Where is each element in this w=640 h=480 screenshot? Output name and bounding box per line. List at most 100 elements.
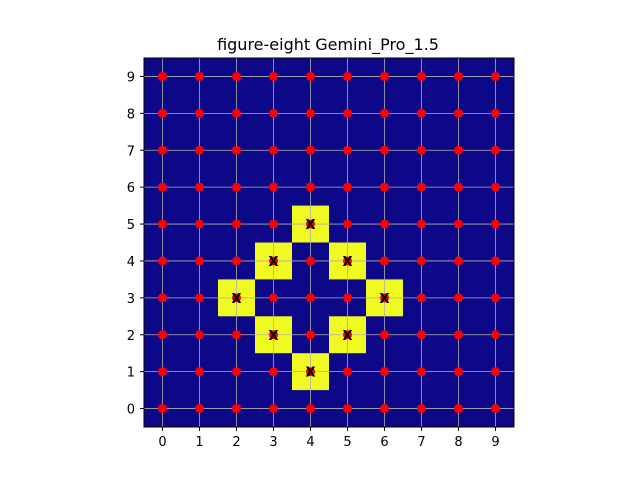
point-2-0 [232,404,241,414]
point-6-6 [380,182,389,192]
point-2-8 [232,108,241,118]
point-4-1 [306,367,315,377]
cell-label-2: X [342,255,352,270]
point-7-0 [417,404,426,414]
point-6-0 [380,404,389,414]
point-5-6 [343,182,352,192]
point-5-2 [343,330,352,340]
x-tick-label-3: 3 [269,435,277,450]
y-tick-label-9: 9 [127,70,135,85]
x-tick-label-2: 2 [232,435,240,450]
point-6-4 [380,256,389,266]
point-6-8 [380,108,389,118]
cell-label-6: X [342,329,352,344]
x-tick-label-9: 9 [491,435,499,450]
point-6-7 [380,145,389,155]
point-4-4 [306,256,315,266]
point-2-3 [232,293,241,303]
point-2-4 [232,256,241,266]
point-3-0 [269,404,278,414]
point-9-7 [491,145,500,155]
point-5-7 [343,145,352,155]
point-0-5 [158,219,167,229]
point-8-1 [454,367,463,377]
y-tick-label-8: 8 [127,107,135,122]
point-2-5 [232,219,241,229]
cell-label-7: X [305,366,315,381]
point-8-2 [454,330,463,340]
point-4-8 [306,108,315,118]
point-8-5 [454,219,463,229]
point-8-8 [454,108,463,118]
x-tick-label-1: 1 [195,435,203,450]
point-5-9 [343,71,352,81]
point-8-4 [454,256,463,266]
point-8-6 [454,182,463,192]
point-3-5 [269,219,278,229]
point-8-7 [454,145,463,155]
point-9-2 [491,330,500,340]
point-4-3 [306,293,315,303]
point-0-0 [158,404,167,414]
y-tick-label-7: 7 [127,144,135,159]
point-1-5 [195,219,204,229]
point-6-3 [380,293,389,303]
point-3-3 [269,293,278,303]
point-1-2 [195,330,204,340]
point-9-8 [491,108,500,118]
y-tick-label-1: 1 [127,366,135,381]
point-5-5 [343,219,352,229]
x-tick-label-6: 6 [380,435,388,450]
point-1-1 [195,367,204,377]
point-8-3 [454,293,463,303]
point-7-6 [417,182,426,192]
point-2-7 [232,145,241,155]
point-0-3 [158,293,167,303]
point-7-8 [417,108,426,118]
point-1-4 [195,256,204,266]
point-7-4 [417,256,426,266]
point-5-1 [343,367,352,377]
point-2-9 [232,71,241,81]
x-tick-label-5: 5 [343,435,351,450]
point-9-9 [491,71,500,81]
point-4-5 [306,219,315,229]
point-8-0 [454,404,463,414]
point-9-4 [491,256,500,266]
point-7-2 [417,330,426,340]
axes-frame [143,57,515,428]
y-tick-label-4: 4 [127,255,135,270]
point-1-6 [195,182,204,192]
point-4-9 [306,71,315,81]
point-3-8 [269,108,278,118]
cell-label-5: X [268,329,278,344]
point-3-1 [269,367,278,377]
point-3-6 [269,182,278,192]
point-6-2 [380,330,389,340]
x-tick-label-8: 8 [454,435,462,450]
point-9-5 [491,219,500,229]
point-3-2 [269,330,278,340]
chart-title: figure-eight Gemini_Pro_1.5 [217,35,439,55]
point-5-3 [343,293,352,303]
point-4-6 [306,182,315,192]
point-2-2 [232,330,241,340]
point-2-1 [232,367,241,377]
point-0-9 [158,71,167,81]
point-0-1 [158,367,167,377]
y-tick-label-2: 2 [127,329,135,344]
point-1-9 [195,71,204,81]
point-7-7 [417,145,426,155]
point-6-9 [380,71,389,81]
point-1-0 [195,404,204,414]
x-tick-label-4: 4 [306,435,314,450]
point-6-5 [380,219,389,229]
point-1-7 [195,145,204,155]
point-7-5 [417,219,426,229]
point-1-8 [195,108,204,118]
point-3-9 [269,71,278,81]
y-tick-label-6: 6 [127,181,135,196]
y-tick-label-3: 3 [127,292,135,307]
point-0-2 [158,330,167,340]
point-5-4 [343,256,352,266]
